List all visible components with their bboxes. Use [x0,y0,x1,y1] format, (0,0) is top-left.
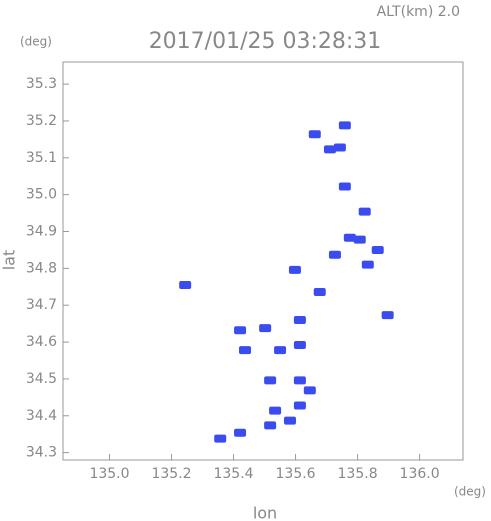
y-tick-label: 34.9 [26,224,57,240]
x-tick-label: 135.8 [338,466,378,482]
echo-point [179,280,192,289]
echo-point [264,376,277,385]
echo-point [361,260,374,269]
echo-point [353,235,366,244]
y-tick-label: 34.4 [26,408,57,424]
x-tick-label: 135.4 [213,466,253,482]
y-tick-label: 34.8 [26,260,57,276]
chart-title: 2017/01/25 03:28:31 [149,29,382,54]
subtitle: ALT(km) 2.0 [377,4,460,20]
y-unit: (deg) [20,35,52,49]
echo-point [264,421,277,430]
echo-point [283,416,296,425]
echo-point [293,341,306,350]
echo-point [214,434,227,443]
echo-point [293,401,306,410]
x-tick-label: 135.0 [89,466,129,482]
y-tick-label: 34.5 [26,371,57,387]
echo-point [308,130,321,139]
echo-point [358,207,371,216]
echo-point [288,265,301,274]
echo-point [234,428,247,437]
echo-point [313,287,326,296]
echo-point [293,376,306,385]
x-label: lon [253,504,277,521]
plot-frame [62,61,464,461]
y-tick-label: 35.0 [26,187,57,203]
echo-point [234,326,247,335]
echo-point [293,315,306,324]
echo-point [274,346,287,355]
y-tick-label: 35.2 [26,113,57,129]
echo-point [239,346,252,355]
echo-point [381,311,394,320]
echo-point [259,324,272,333]
y-tick-label: 34.6 [26,334,57,350]
y-tick-label: 34.7 [26,297,57,313]
echo-point [343,233,356,242]
echo-point [303,386,316,395]
echo-point [333,143,346,152]
x-tick-label: 136.0 [400,466,440,482]
x-tick-label: 135.6 [276,466,316,482]
echo-point [338,182,351,191]
y-label: lat [0,250,19,271]
echo-point [269,406,282,415]
x-tick-label: 135.2 [151,466,191,482]
echo-point [371,245,384,254]
echo-point [338,121,351,130]
y-tick-label: 35.3 [26,76,57,92]
echo-point [328,250,341,259]
y-tick-label: 34.3 [26,445,57,461]
echo-point [323,145,336,154]
x-unit: (deg) [454,485,486,499]
y-tick-label: 35.1 [26,150,57,166]
